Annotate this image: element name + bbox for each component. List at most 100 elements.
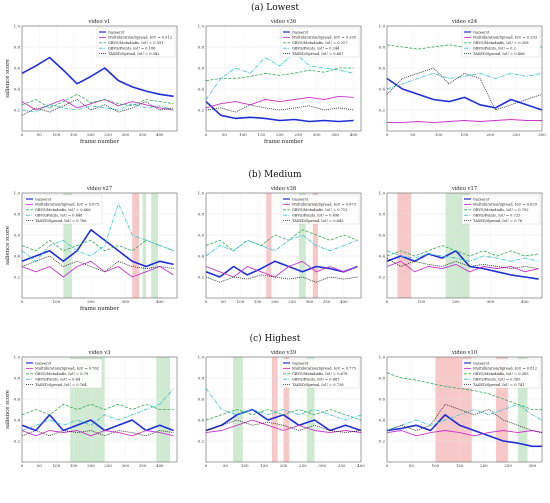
- series-line-4: [21, 103, 174, 113]
- x-tick-label: 100: [435, 132, 443, 137]
- y-tick-label: 0.4: [379, 417, 386, 422]
- legend-box: [23, 358, 103, 389]
- series-line-5: [205, 104, 354, 113]
- series-line-1: [21, 413, 174, 432]
- legend-entry: TASED/Spread, IoU = 0.728: [292, 383, 344, 387]
- x-tick-label: 50: [37, 132, 43, 137]
- highlight-band: [63, 193, 72, 298]
- y-axis-label: salience score: [5, 226, 11, 265]
- legend-entry: Multiduration/Spread, IoU = 0.673: [35, 203, 100, 207]
- chart-title: video v3: [88, 350, 111, 356]
- y-tick-label: 1.0: [379, 23, 386, 28]
- legend-entry: Multiduration/Spread, IoU = 0.673: [292, 203, 357, 207]
- y-tick-label: 0.4: [198, 86, 205, 91]
- x-tick-label: 350: [338, 463, 346, 468]
- highlight-band: [312, 193, 318, 298]
- chart-panel-4: video v27 0.2 0.4 0.6 0.8 1.0 0 100 200 300 400 fra…: [5, 186, 178, 312]
- highlight-band: [299, 193, 306, 298]
- series-line-4: [205, 234, 358, 257]
- legend-entry: GBVS/Points, IoU = 0.565: [473, 378, 521, 382]
- y-tick-label: 0.2: [14, 274, 21, 279]
- series-line-5: [205, 419, 362, 434]
- x-tick-label: 200: [280, 463, 288, 468]
- series-line-1: [386, 77, 543, 111]
- x-tick-label: 400: [340, 299, 348, 304]
- legend-entry: GBVS/Metadiafis, IoU = 0.358: [473, 41, 529, 45]
- chart-title: video v36: [270, 19, 296, 25]
- legend-entry: TASED/Spread, IoU = 0.406: [473, 52, 525, 56]
- x-tick-label: 400: [156, 299, 164, 304]
- x-tick-label: 350: [331, 132, 339, 137]
- legend: Gazeerst Multiduration/Spread, IoU = 0.77…: [280, 358, 360, 389]
- x-tick-label: 100: [53, 132, 61, 137]
- x-tick-label: 200: [487, 132, 495, 137]
- legend-entry: TASED/Spread, IoU = 0.467: [292, 52, 344, 56]
- legend-entry: TASED/Spread, IoU = 0.766: [35, 219, 87, 223]
- x-tick-label: 0: [386, 463, 389, 468]
- legend-entry: TASED/Spread, IoU = 0.76: [473, 219, 523, 223]
- series-line-4: [386, 72, 543, 90]
- legend-entry: Multiduration/Spread, IoU = 0.775: [292, 367, 357, 371]
- legend-entry: GBVS/Metadiafis, IoU = 0.391: [108, 41, 164, 45]
- legend-box: [96, 27, 176, 58]
- chart-title: video v27: [86, 186, 112, 192]
- x-tick-label: 50: [37, 463, 43, 468]
- y-tick-label: 1.0: [14, 23, 21, 28]
- plot-frame: [21, 25, 178, 132]
- legend-entry: Gazeerst: [108, 30, 125, 34]
- legend-box: [280, 358, 360, 389]
- legend-box: [461, 358, 541, 389]
- legend-entry: GBVS/Points, IoU = 0.186: [108, 47, 156, 51]
- x-tick-label: 100: [239, 132, 247, 137]
- highlight-band: [517, 357, 528, 462]
- x-tick-label: 200: [87, 299, 95, 304]
- y-tick-label: 0.2: [379, 107, 386, 112]
- highlight-band: [132, 193, 140, 298]
- x-tick-label: 200: [87, 463, 95, 468]
- y-tick-label: 0.2: [198, 107, 205, 112]
- chart-panel-7: video v3 0.2 0.4 0.6 0.8 1.0 0 50 100 150 200 250 30…: [5, 350, 178, 468]
- x-tick-label: 50: [221, 299, 227, 304]
- y-tick-label: 0.4: [198, 253, 205, 258]
- x-tick-label: 300: [313, 132, 321, 137]
- x-tick-label: 150: [70, 132, 78, 137]
- x-tick-label: 100: [432, 463, 440, 468]
- y-tick-label: 0.8: [14, 44, 21, 49]
- y-tick-label: 1.0: [198, 190, 205, 195]
- y-tick-label: 0.8: [198, 375, 205, 380]
- chart-title: video v38: [270, 186, 296, 192]
- highlight-band: [306, 357, 315, 462]
- chart-panel-2: video v36 0.2 0.4 0.6 0.8 1.0 0 50 100 150 200 250 3…: [198, 19, 362, 145]
- chart-title: video v39: [270, 350, 296, 356]
- x-tick-label: 300: [528, 463, 536, 468]
- x-tick-label: 200: [271, 299, 279, 304]
- section-title-medium: (b) Medium: [248, 169, 302, 180]
- legend-entry: TASED/Spread, IoU = 0.741: [473, 383, 525, 387]
- legend-entry: GBVS/Points, IoU = 0.496: [292, 214, 340, 218]
- highlight-band: [283, 357, 290, 462]
- x-tick-label: 0: [205, 132, 208, 137]
- legend-entry: Multiduration/Spread, IoU = 0.629: [473, 203, 538, 207]
- x-tick-label: 400: [156, 463, 164, 468]
- legend: Gazeerst Multiduration/Spread, IoU = 0.81…: [461, 358, 541, 389]
- y-tick-label: 0.8: [198, 211, 205, 216]
- y-axis-label: salience score: [5, 390, 11, 429]
- x-tick-label: 100: [53, 299, 61, 304]
- x-tick-label: 0: [386, 132, 389, 137]
- x-tick-label: 400: [521, 299, 529, 304]
- series-line-1: [386, 250, 539, 280]
- x-tick-label: 100: [241, 463, 249, 468]
- series-line-2: [21, 430, 174, 437]
- y-tick-label: 0.4: [379, 253, 386, 258]
- y-tick-label: 1.0: [198, 354, 205, 359]
- series-line-3: [205, 229, 358, 252]
- y-tick-label: 0.8: [14, 211, 21, 216]
- x-tick-label: 200: [276, 132, 284, 137]
- chart-panel-8: video v39 0.2 0.4 0.6 0.8 1.0 0 50 100 150 200 250 3…: [198, 350, 366, 468]
- y-tick-label: 0.2: [14, 438, 21, 443]
- y-tick-label: 0.6: [379, 396, 386, 401]
- y-tick-label: 1.0: [198, 23, 205, 28]
- plot-frame: [21, 192, 178, 299]
- y-tick-label: 1.0: [14, 190, 21, 195]
- legend-entry: GBVS/Points, IoU = 0.64: [35, 378, 81, 382]
